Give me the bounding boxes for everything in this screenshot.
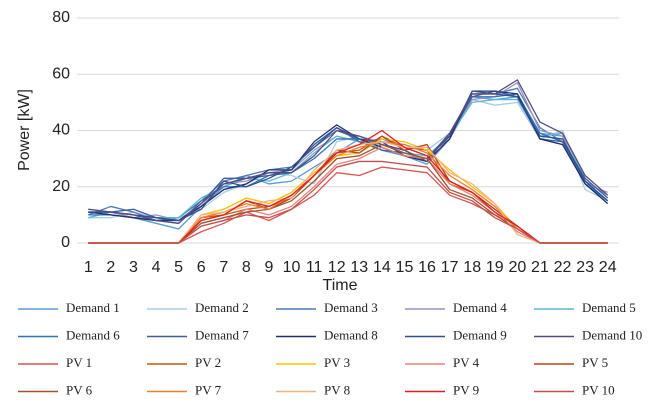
x-tick-label: 22 bbox=[554, 259, 572, 276]
legend-label: PV 10 bbox=[582, 382, 615, 397]
legend-label: Demand 3 bbox=[324, 300, 378, 315]
legend-label: PV 2 bbox=[195, 355, 221, 370]
x-tick-label: 5 bbox=[174, 259, 183, 276]
legend-label: Demand 5 bbox=[582, 300, 636, 315]
x-tick-label: 24 bbox=[599, 259, 617, 276]
legend-label: PV 4 bbox=[453, 355, 480, 370]
x-tick-label: 15 bbox=[396, 259, 414, 276]
x-tick-label: 3 bbox=[129, 259, 138, 276]
legend-label: PV 5 bbox=[582, 355, 608, 370]
legend-label: PV 6 bbox=[66, 382, 93, 397]
y-tick-label: 40 bbox=[52, 122, 70, 139]
legend-label: Demand 2 bbox=[195, 300, 249, 315]
series-line bbox=[88, 93, 609, 224]
y-axis-title: Power [kW] bbox=[16, 89, 33, 171]
x-tick-label: 7 bbox=[219, 259, 228, 276]
x-tick-label: 10 bbox=[283, 259, 301, 276]
x-tick-label: 17 bbox=[441, 259, 459, 276]
series-line bbox=[88, 138, 608, 244]
legend-label: Demand 9 bbox=[453, 327, 507, 342]
x-tick-label: 21 bbox=[531, 259, 549, 276]
x-tick-label: 9 bbox=[265, 259, 274, 276]
legend-label: Demand 8 bbox=[324, 327, 378, 342]
x-tick-label: 8 bbox=[242, 259, 251, 276]
x-tick-label: 12 bbox=[328, 259, 346, 276]
x-tick-label: 2 bbox=[106, 259, 115, 276]
legend-label: Demand 10 bbox=[582, 327, 642, 342]
legend-label: Demand 7 bbox=[195, 327, 249, 342]
x-tick-label: 18 bbox=[463, 259, 481, 276]
y-tick-label: 80 bbox=[52, 9, 70, 26]
x-axis-title: Time bbox=[323, 277, 358, 294]
x-tick-label: 20 bbox=[508, 259, 526, 276]
x-tick-label: 4 bbox=[152, 259, 161, 276]
legend-label: PV 8 bbox=[324, 382, 350, 397]
series-line bbox=[88, 79, 609, 224]
x-tick-label: 19 bbox=[486, 259, 504, 276]
x-tick-label: 1 bbox=[84, 259, 93, 276]
legend-label: PV 1 bbox=[66, 355, 92, 370]
x-tick-label: 23 bbox=[576, 259, 594, 276]
x-tick-label: 13 bbox=[350, 259, 368, 276]
legend-label: PV 9 bbox=[453, 382, 479, 397]
series-line bbox=[88, 160, 608, 244]
legend-label: PV 3 bbox=[324, 355, 350, 370]
legend-label: Demand 1 bbox=[66, 300, 120, 315]
y-tick-label: 20 bbox=[52, 178, 70, 195]
series-line bbox=[88, 143, 608, 244]
series-line bbox=[88, 146, 608, 244]
y-tick-label: 0 bbox=[61, 234, 70, 251]
x-tick-label: 16 bbox=[418, 259, 436, 276]
x-tick-label: 14 bbox=[373, 259, 391, 276]
legend-label: Demand 6 bbox=[66, 327, 120, 342]
series-line bbox=[88, 166, 608, 244]
legend-label: PV 7 bbox=[195, 382, 222, 397]
legend-label: Demand 4 bbox=[453, 300, 507, 315]
x-tick-label: 11 bbox=[306, 259, 323, 276]
y-tick-label: 60 bbox=[52, 65, 70, 82]
x-tick-label: 6 bbox=[197, 259, 206, 276]
